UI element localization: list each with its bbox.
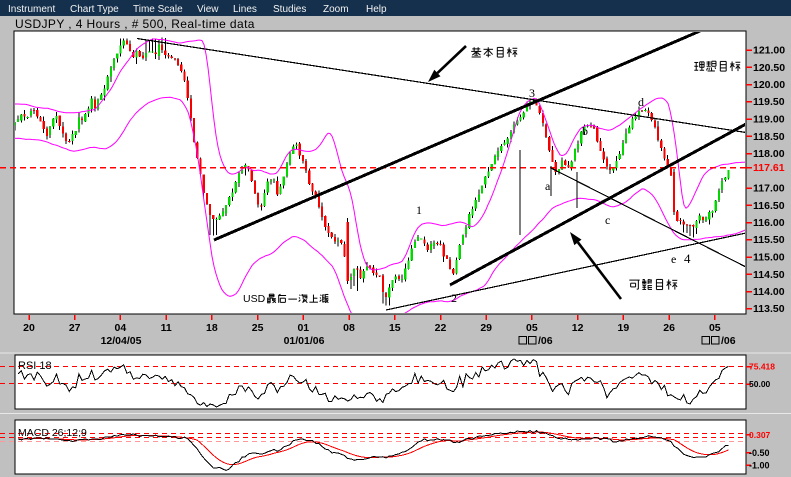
svg-text:27: 27	[69, 322, 81, 334]
svg-text:01/01/06: 01/01/06	[284, 335, 325, 347]
svg-text:15: 15	[389, 322, 401, 334]
svg-text:11: 11	[161, 322, 172, 334]
svg-text:25: 25	[252, 322, 264, 334]
svg-text:b: b	[582, 124, 588, 138]
svg-text:19: 19	[618, 322, 630, 334]
svg-text:120.50: 120.50	[753, 62, 785, 74]
svg-text:0.307: 0.307	[749, 430, 771, 440]
svg-text:118.50: 118.50	[753, 131, 785, 143]
svg-text:-1.00: -1.00	[749, 461, 770, 471]
svg-text:d: d	[638, 95, 644, 109]
svg-text:2: 2	[451, 291, 457, 305]
svg-text:a: a	[545, 179, 551, 193]
svg-text:18: 18	[206, 322, 218, 334]
svg-text:4: 4	[684, 251, 691, 266]
svg-text:MACD 26;12;9: MACD 26;12;9	[18, 427, 87, 439]
svg-text:121.00: 121.00	[753, 45, 785, 57]
svg-text:117.61: 117.61	[753, 162, 785, 174]
svg-text:26: 26	[663, 322, 675, 334]
svg-text:113.50: 113.50	[753, 303, 785, 315]
svg-text:114.50: 114.50	[753, 269, 785, 281]
svg-text:3: 3	[529, 86, 535, 100]
svg-text:50.00: 50.00	[749, 379, 771, 389]
svg-text:22: 22	[435, 322, 447, 334]
svg-text:05: 05	[526, 322, 538, 334]
svg-text:04: 04	[115, 322, 127, 334]
svg-text:120.00: 120.00	[753, 79, 785, 91]
svg-text:114.00: 114.00	[753, 286, 785, 298]
svg-text:c: c	[605, 213, 610, 227]
svg-text:115.50: 115.50	[753, 234, 785, 246]
svg-text:116.00: 116.00	[753, 217, 785, 229]
svg-text:119.50: 119.50	[753, 96, 785, 108]
svg-text:116.50: 116.50	[753, 200, 785, 212]
svg-text:08: 08	[343, 322, 355, 334]
svg-text:e: e	[671, 252, 676, 266]
svg-text:USD: USD	[243, 293, 266, 305]
svg-text:117.00: 117.00	[753, 183, 785, 195]
svg-text:RSI 18: RSI 18	[18, 360, 52, 372]
svg-text:/06: /06	[721, 335, 736, 347]
svg-text:05: 05	[709, 322, 721, 334]
svg-text:115.00: 115.00	[753, 252, 785, 264]
svg-text:12/04/05: 12/04/05	[101, 335, 142, 347]
svg-text:12: 12	[572, 322, 584, 334]
svg-text:1: 1	[416, 203, 422, 217]
svg-text:20: 20	[23, 322, 35, 334]
svg-text:/06: /06	[538, 335, 553, 347]
svg-text:119.00: 119.00	[753, 114, 785, 126]
svg-text:-0.50: -0.50	[749, 448, 770, 458]
svg-text:01: 01	[297, 322, 309, 334]
svg-text:118.00: 118.00	[753, 148, 785, 160]
svg-text:29: 29	[480, 322, 492, 334]
svg-text:75.418: 75.418	[749, 362, 775, 372]
